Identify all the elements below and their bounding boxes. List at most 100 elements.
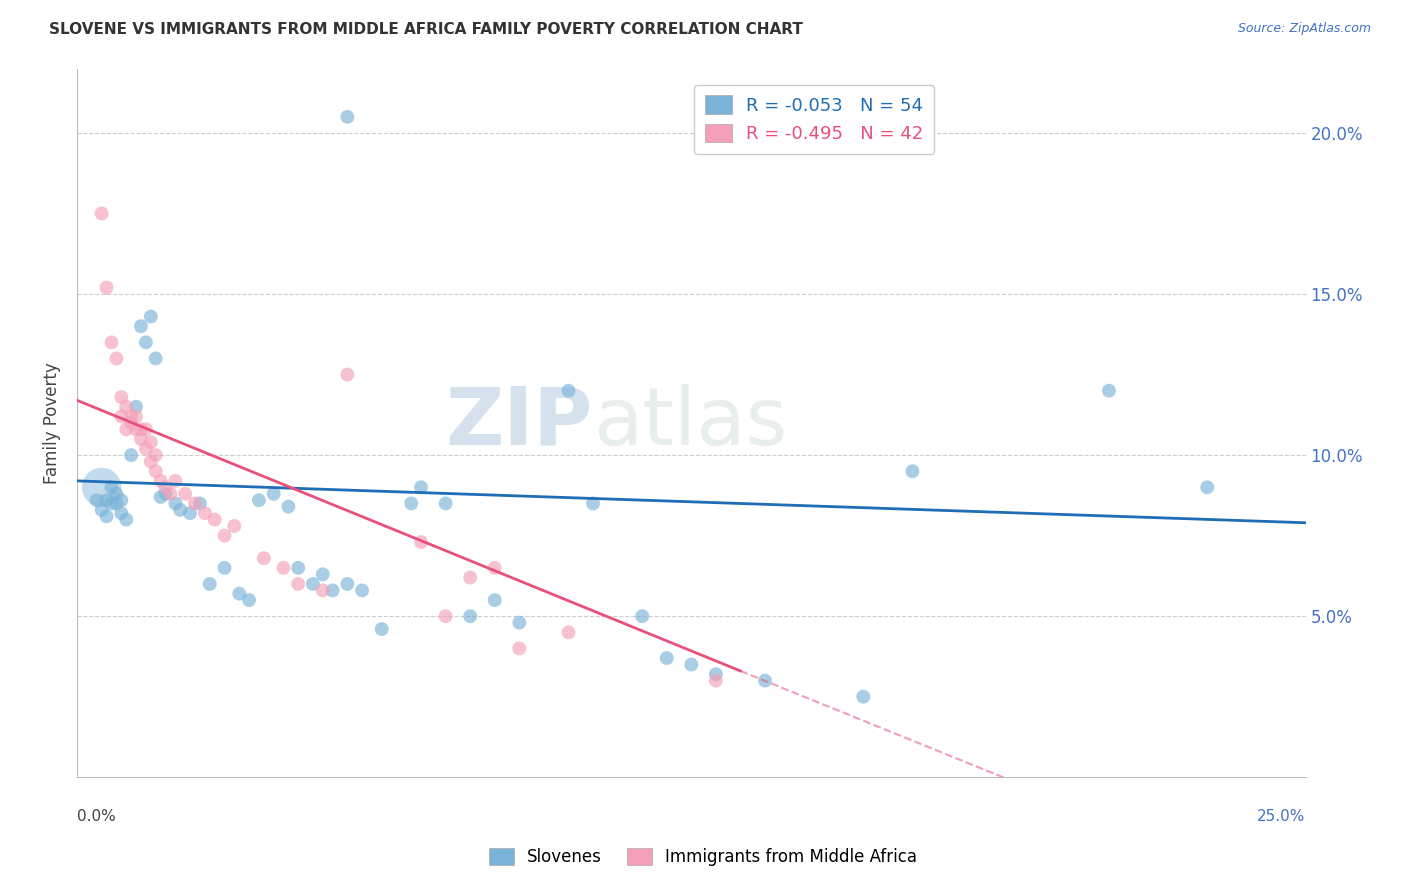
Point [145, 448, 167, 462]
Point [399, 496, 422, 510]
Point [253, 551, 276, 566]
Point [409, 480, 432, 494]
Point [458, 609, 481, 624]
Point [582, 496, 605, 510]
Point [129, 422, 152, 436]
Point [681, 657, 703, 672]
Point [228, 587, 250, 601]
Point [129, 432, 152, 446]
Point [655, 651, 678, 665]
Point [287, 577, 309, 591]
Point [139, 310, 162, 324]
Point [214, 561, 236, 575]
Text: Source: ZipAtlas.com: Source: ZipAtlas.com [1237, 22, 1371, 36]
Point [135, 422, 157, 436]
Point [149, 490, 172, 504]
Point [508, 615, 530, 630]
Point [90, 480, 112, 494]
Point [238, 593, 260, 607]
Point [247, 493, 270, 508]
Point [322, 583, 344, 598]
Point [100, 480, 122, 494]
Point [277, 500, 299, 514]
Point [484, 593, 506, 607]
Point [557, 384, 579, 398]
Point [86, 493, 108, 508]
Point [90, 206, 112, 220]
Point [105, 487, 128, 501]
Point [115, 512, 138, 526]
Point [129, 319, 152, 334]
Point [110, 409, 132, 424]
Point [145, 351, 167, 366]
Point [115, 422, 138, 436]
Text: 0.0%: 0.0% [77, 809, 115, 824]
Point [273, 561, 295, 575]
Point [96, 493, 118, 508]
Point [115, 400, 138, 414]
Text: atlas: atlas [593, 384, 787, 462]
Point [125, 400, 148, 414]
Point [852, 690, 875, 704]
Point [125, 422, 148, 436]
Point [110, 390, 132, 404]
Point [704, 673, 727, 688]
Point [458, 570, 481, 584]
Y-axis label: Family Poverty: Family Poverty [44, 362, 60, 483]
Point [125, 409, 148, 424]
Point [110, 506, 132, 520]
Point [484, 561, 506, 575]
Point [302, 577, 325, 591]
Point [1098, 384, 1121, 398]
Point [145, 464, 167, 478]
Point [179, 506, 201, 520]
Point [90, 503, 112, 517]
Point [312, 567, 335, 582]
Point [198, 577, 221, 591]
Point [352, 583, 374, 598]
Point [135, 442, 157, 456]
Point [336, 368, 359, 382]
Point [336, 110, 359, 124]
Point [100, 335, 122, 350]
Point [434, 609, 457, 624]
Point [901, 464, 924, 478]
Point [155, 480, 177, 494]
Point [631, 609, 654, 624]
Legend: R = -0.053   N = 54, R = -0.495   N = 42: R = -0.053 N = 54, R = -0.495 N = 42 [695, 85, 935, 154]
Point [557, 625, 579, 640]
Point [149, 474, 172, 488]
Point [312, 583, 335, 598]
Text: ZIP: ZIP [446, 384, 593, 462]
Point [287, 561, 309, 575]
Point [135, 335, 157, 350]
Point [184, 496, 207, 510]
Point [188, 496, 211, 510]
Point [434, 496, 457, 510]
Point [96, 280, 118, 294]
Point [214, 528, 236, 542]
Point [120, 448, 142, 462]
Point [159, 487, 181, 501]
Legend: Slovenes, Immigrants from Middle Africa: Slovenes, Immigrants from Middle Africa [482, 841, 924, 873]
Point [169, 503, 191, 517]
Point [704, 667, 727, 681]
Point [263, 487, 285, 501]
Point [508, 641, 530, 656]
Point [174, 487, 197, 501]
Point [165, 474, 187, 488]
Point [371, 622, 394, 636]
Point [194, 506, 217, 520]
Point [165, 496, 187, 510]
Point [155, 487, 177, 501]
Point [409, 535, 432, 549]
Point [224, 519, 246, 533]
Point [120, 409, 142, 424]
Point [110, 493, 132, 508]
Text: SLOVENE VS IMMIGRANTS FROM MIDDLE AFRICA FAMILY POVERTY CORRELATION CHART: SLOVENE VS IMMIGRANTS FROM MIDDLE AFRICA… [49, 22, 803, 37]
Point [336, 577, 359, 591]
Point [139, 454, 162, 468]
Point [204, 512, 226, 526]
Point [120, 416, 142, 430]
Point [105, 496, 128, 510]
